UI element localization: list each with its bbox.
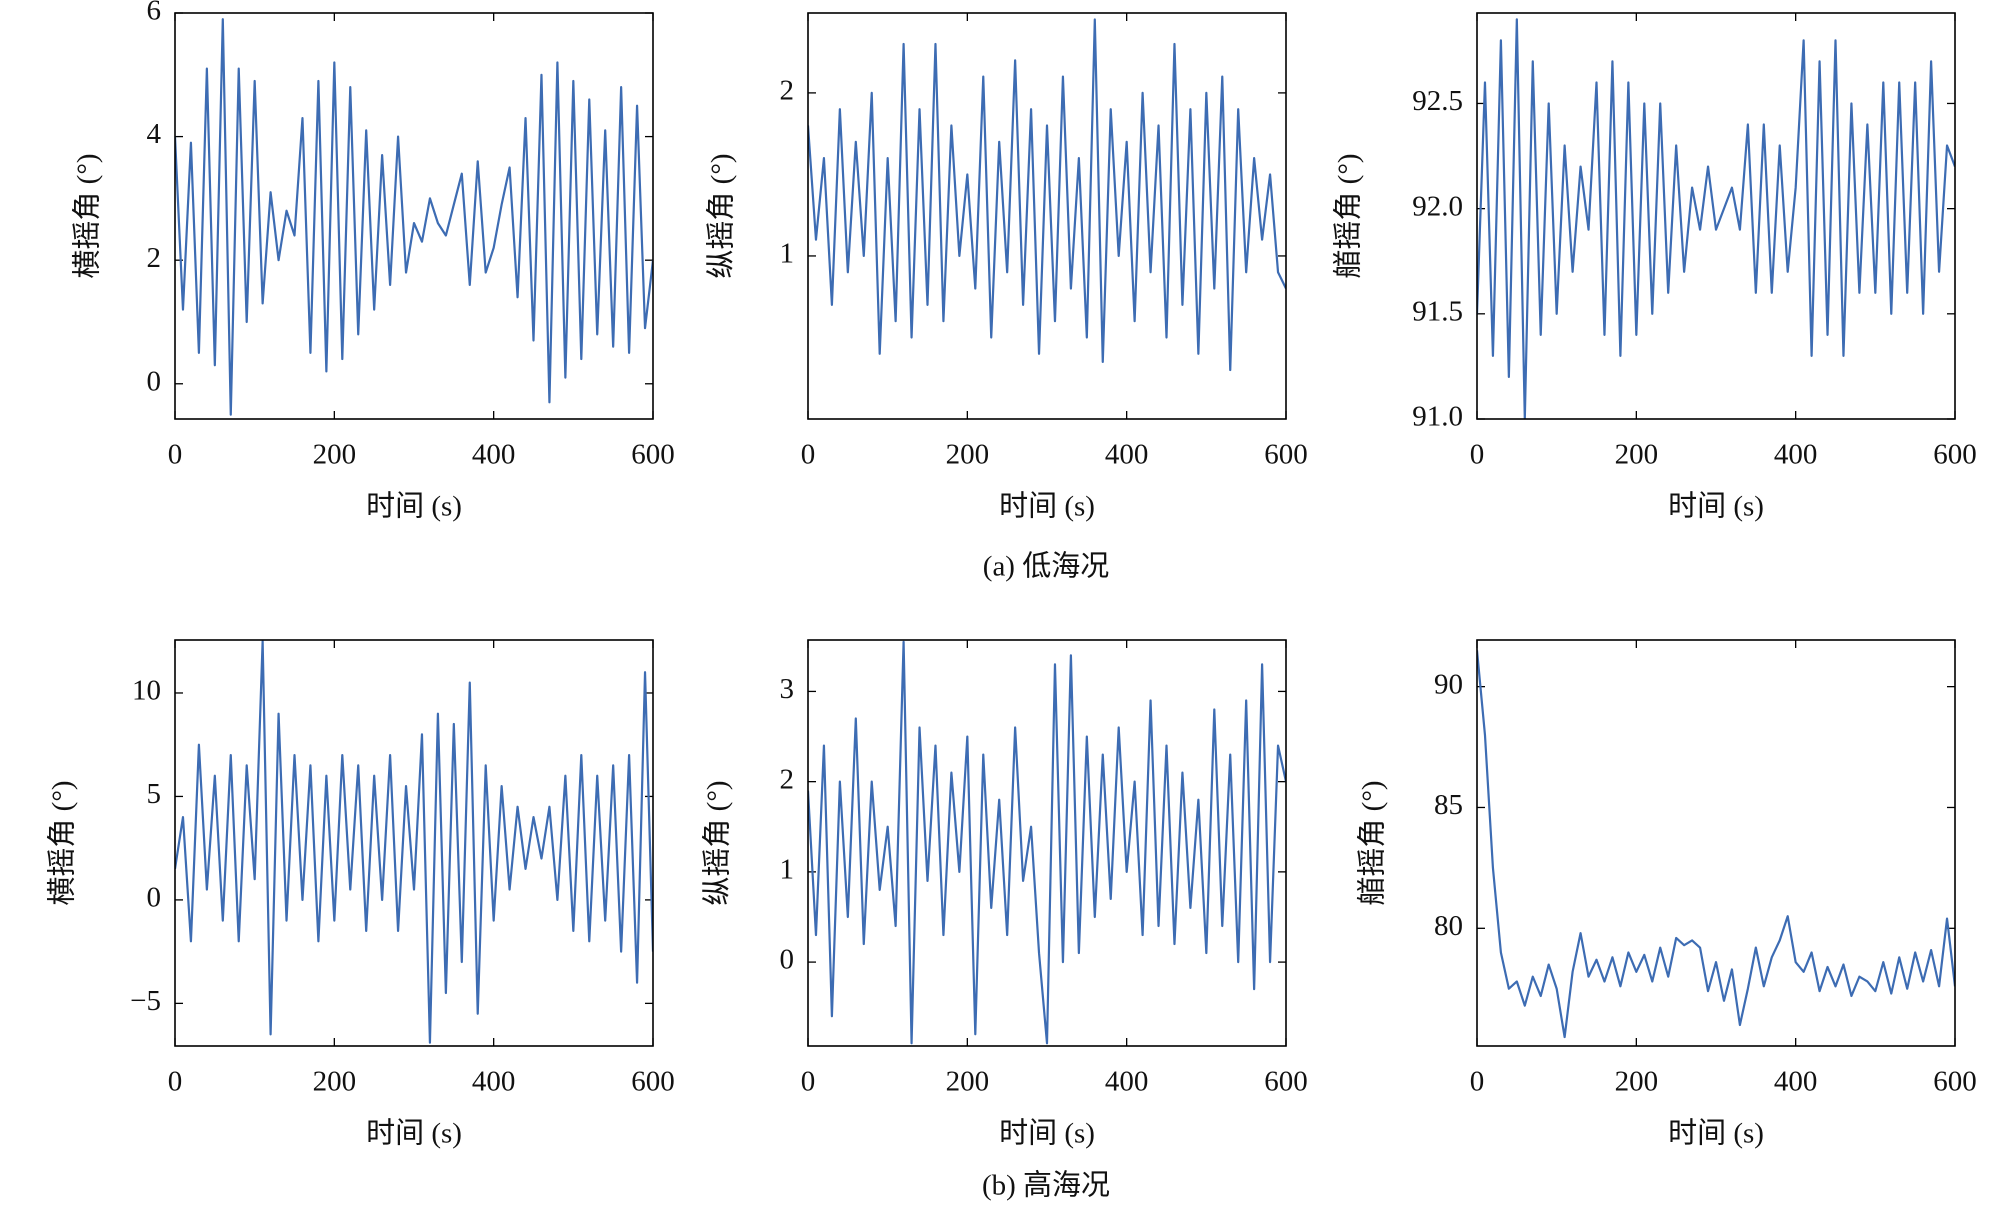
y-tick-label: 6: [147, 0, 162, 27]
y-axis-label: 横摇角 (°): [71, 153, 104, 278]
y-tick-label: 80: [1434, 910, 1463, 942]
y-axis-label: 艏摇角 (°): [1356, 780, 1389, 905]
caption: (a) 低海况: [983, 550, 1109, 583]
x-tick-label: 200: [1615, 1066, 1659, 1098]
y-tick-label: 91.5: [1412, 295, 1463, 327]
x-tick-label: 600: [1264, 1066, 1308, 1098]
y-axis-label: 纵摇角 (°): [705, 153, 738, 278]
y-tick-label: 85: [1434, 789, 1463, 821]
x-tick-label: 600: [631, 439, 675, 471]
x-tick-label: 400: [472, 439, 516, 471]
x-tick-label: 0: [168, 1066, 183, 1098]
x-tick-label: 0: [801, 1066, 816, 1098]
y-tick-label: 0: [780, 944, 795, 976]
plot-frame: [807, 12, 1287, 420]
plot-frame: [1476, 639, 1956, 1047]
x-tick-label: 0: [168, 439, 183, 471]
x-axis-label: 时间 (s): [999, 1117, 1095, 1150]
data-line: [175, 18, 653, 416]
x-axis-label: 时间 (s): [999, 490, 1095, 523]
data-line: [808, 18, 1286, 372]
x-tick-label: 400: [472, 1066, 516, 1098]
plot-frame: [1476, 12, 1956, 420]
plot-frame: [174, 12, 654, 420]
y-tick-label: 0: [147, 365, 162, 397]
x-tick-label: 200: [946, 439, 990, 471]
y-tick-label: 91.0: [1412, 401, 1463, 433]
y-axis-label: 纵摇角 (°): [701, 780, 734, 905]
data-line: [175, 640, 653, 1044]
x-tick-label: 600: [1933, 439, 1977, 471]
plot-frame: [174, 639, 654, 1047]
x-axis-label: 时间 (s): [1668, 490, 1764, 523]
x-tick-label: 600: [1264, 439, 1308, 471]
y-axis-label: 艏摇角 (°): [1332, 153, 1365, 278]
x-tick-label: 400: [1774, 439, 1818, 471]
y-tick-label: 90: [1434, 668, 1463, 700]
x-axis-label: 时间 (s): [1668, 1117, 1764, 1150]
y-tick-label: 0: [147, 882, 162, 914]
x-tick-label: 600: [631, 1066, 675, 1098]
y-tick-label: 4: [147, 118, 162, 150]
data-line: [1477, 18, 1955, 419]
y-tick-label: 92.5: [1412, 85, 1463, 117]
y-tick-label: 92.0: [1412, 190, 1463, 222]
y-tick-label: 2: [780, 763, 795, 795]
x-tick-label: 0: [1470, 1066, 1485, 1098]
plot-frame: [807, 639, 1287, 1047]
x-tick-label: 400: [1774, 1066, 1818, 1098]
y-tick-label: 3: [780, 673, 795, 705]
y-tick-label: 1: [780, 238, 795, 270]
y-tick-label: 1: [780, 854, 795, 886]
x-tick-label: 200: [946, 1066, 990, 1098]
x-tick-label: 400: [1105, 439, 1149, 471]
x-tick-label: 200: [1615, 439, 1659, 471]
x-tick-label: 200: [313, 439, 357, 471]
x-tick-label: 0: [1470, 439, 1485, 471]
x-axis-label: 时间 (s): [366, 490, 462, 523]
y-tick-label: −5: [130, 985, 161, 1017]
x-tick-label: 400: [1105, 1066, 1149, 1098]
x-axis-label: 时间 (s): [366, 1117, 462, 1150]
y-tick-label: 2: [147, 242, 162, 274]
caption: (b) 高海况: [982, 1169, 1110, 1202]
x-tick-label: 0: [801, 439, 816, 471]
data-line: [808, 640, 1286, 1045]
x-tick-label: 200: [313, 1066, 357, 1098]
x-tick-label: 600: [1933, 1066, 1977, 1098]
data-line: [1477, 650, 1955, 1039]
y-axis-label: 横摇角 (°): [46, 780, 79, 905]
y-tick-label: 10: [132, 675, 161, 707]
y-tick-label: 5: [147, 778, 162, 810]
y-tick-label: 2: [780, 75, 795, 107]
